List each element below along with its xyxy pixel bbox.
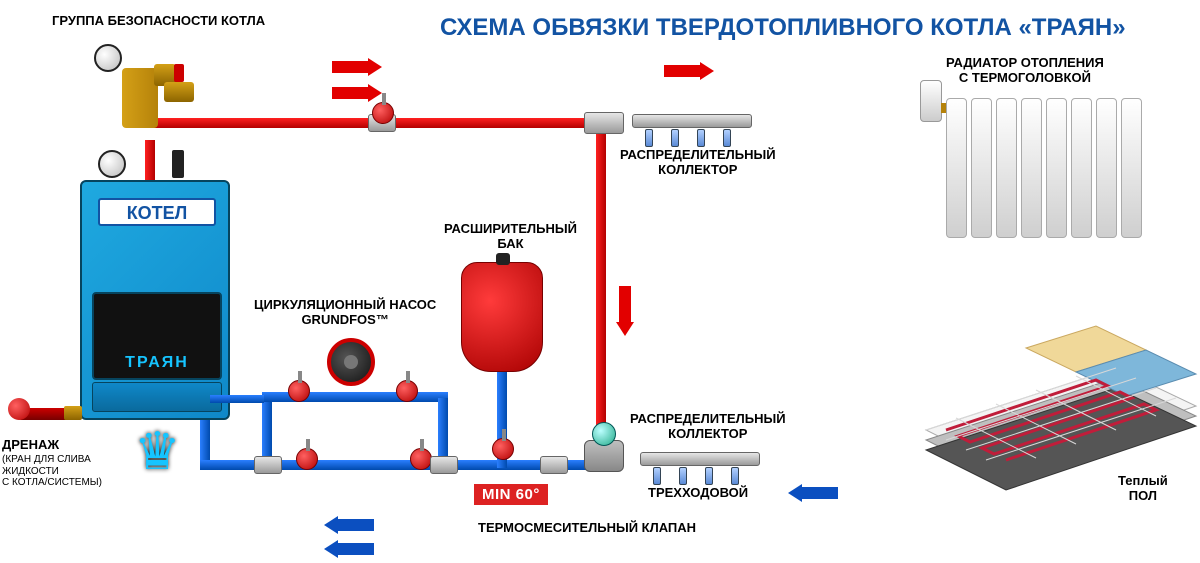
label-floor: Теплый ПОЛ — [1118, 474, 1168, 504]
flow-arrow-icon — [324, 540, 374, 558]
pipe-cold — [210, 395, 264, 403]
fitting-icon — [64, 406, 82, 420]
flow-arrow-icon — [616, 286, 634, 336]
brand-label: ТРАЯН — [82, 354, 232, 372]
label-manifold-top: РАСПРЕДЕЛИТЕЛЬНЫЙ КОЛЛЕКТОР — [620, 148, 776, 178]
ball-valve-icon — [372, 102, 394, 124]
tee-fitting-icon — [584, 112, 624, 134]
label-drain-sub: (КРАН ДЛЯ СЛИВА ЖИДКОСТИ С КОТЛА/СИСТЕМЫ… — [2, 454, 102, 489]
fitting-icon — [254, 456, 282, 474]
pipe-hot — [145, 140, 155, 182]
manometer-icon — [94, 44, 122, 72]
boiler-ashpan — [92, 382, 222, 412]
boiler: КОТЕЛ ♛ ТРАЯН — [80, 180, 230, 420]
label-manifold-bottom: РАСПРЕДЕЛИТЕЛЬНЫЙ КОЛЛЕКТОР — [630, 412, 786, 442]
air-vent-icon — [122, 68, 158, 128]
diagram-title: СХЕМА ОБВЯЗКИ ТВЕРДОТОПЛИВНОГО КОТЛА «ТР… — [440, 14, 1126, 42]
flow-arrow-icon — [324, 516, 374, 534]
ball-valve-icon — [288, 380, 310, 402]
ball-valve-icon — [296, 448, 318, 470]
relief-valve-icon — [164, 82, 194, 102]
ball-valve-icon — [396, 380, 418, 402]
label-radiator: РАДИАТОР ОТОПЛЕНИЯ С ТЕРМОГОЛОВКОЙ — [946, 56, 1104, 86]
label-mixer-text: ТЕРМОСМЕСИТЕЛЬНЫЙ КЛАПАН — [478, 520, 696, 535]
crown-icon: ♛ — [134, 422, 181, 482]
label-tank: РАСШИРИТЕЛЬНЫЙ БАК — [444, 222, 577, 252]
safety-group — [124, 58, 194, 138]
ball-valve-icon — [492, 438, 514, 460]
diagram-canvas: СХЕМА ОБВЯЗКИ ТВЕРДОТОПЛИВНОГО КОТЛА «ТР… — [0, 0, 1200, 563]
manifold-bottom — [640, 452, 760, 466]
drain-valve-icon — [18, 408, 70, 420]
label-drain: ДРЕНАЖ — [2, 438, 59, 453]
expansion-tank-icon — [461, 262, 543, 372]
flow-arrow-icon — [332, 58, 382, 76]
flow-arrow-icon — [664, 62, 714, 80]
manifold-top — [632, 114, 752, 128]
radiator-icon — [946, 98, 1142, 238]
relief-stub-icon — [172, 150, 184, 178]
gauge-icon — [98, 150, 126, 178]
fitting-icon — [540, 456, 568, 474]
label-pump: ЦИРКУЛЯЦИОННЫЙ НАСОС GRUNDFOS™ — [254, 298, 436, 328]
thermostatic-head-icon — [920, 80, 942, 122]
flow-arrow-icon — [332, 84, 382, 102]
label-safety-group: ГРУППА БЕЗОПАСНОСТИ КОТЛА — [52, 14, 265, 29]
ball-valve-icon — [410, 448, 432, 470]
flow-arrow-icon — [788, 484, 838, 502]
fitting-icon — [430, 456, 458, 474]
min-temp-badge: MIN 60° — [474, 484, 548, 505]
boiler-label: КОТЕЛ — [98, 198, 216, 226]
label-mixer: ТЕРМОСМЕСИТЕЛЬНЫЙ КЛАПАН — [478, 506, 696, 536]
circulation-pump-icon — [327, 338, 375, 386]
label-mixer-line1: ТРЕХХОДОВОЙ — [648, 486, 748, 501]
pipe-hot — [596, 118, 606, 440]
